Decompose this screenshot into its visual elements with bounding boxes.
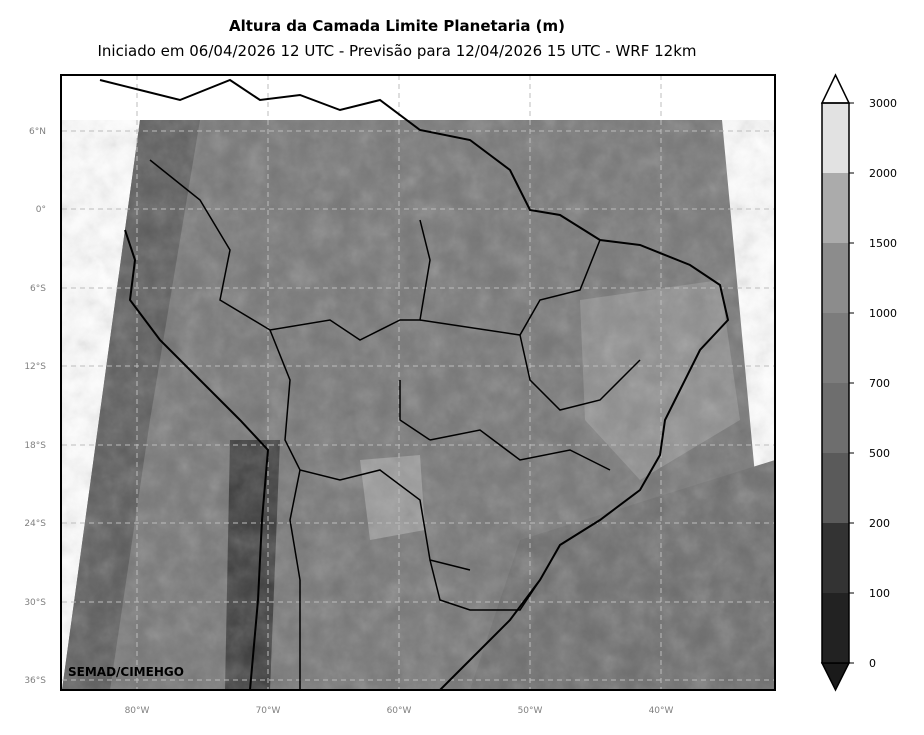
colorbar-tick-label: 2000 bbox=[869, 167, 897, 180]
colorbar-bin bbox=[822, 453, 849, 523]
colorbar-tick-label: 0 bbox=[869, 657, 876, 670]
lon-label: 70°W bbox=[256, 706, 281, 716]
lat-label: 12°S bbox=[24, 362, 46, 372]
colorbar-bin bbox=[822, 313, 849, 383]
colorbar-bin bbox=[822, 593, 849, 663]
credit-label: SEMAD/CIMEHGO bbox=[68, 665, 184, 679]
colorbar-tick-label: 1500 bbox=[869, 237, 897, 250]
lat-label: 30°S bbox=[24, 598, 46, 608]
colorbar-bin bbox=[822, 243, 849, 313]
colorbar-bin bbox=[822, 103, 849, 173]
colorbar-bin bbox=[822, 383, 849, 453]
colorbar-tick-label: 200 bbox=[869, 517, 890, 530]
colorbar-extend-min bbox=[820, 662, 851, 692]
lon-label: 80°W bbox=[125, 706, 150, 716]
lat-label: 24°S bbox=[24, 519, 46, 529]
lat-labels: 6°N 0° 6°S 12°S 18°S 24°S 30°S 36°S bbox=[24, 127, 46, 686]
map-title: Altura da Camada Limite Planetaria (m) bbox=[228, 17, 566, 35]
lon-label: 40°W bbox=[649, 706, 674, 716]
domain-texture bbox=[62, 120, 775, 690]
graticule bbox=[62, 75, 775, 690]
map-area bbox=[62, 75, 775, 690]
lon-label: 60°W bbox=[387, 706, 412, 716]
borders bbox=[149, 159, 641, 690]
lon-labels: 80°W 70°W 60°W 50°W 40°W bbox=[125, 706, 674, 716]
colorbar-tick-label: 700 bbox=[869, 377, 890, 390]
map-subtitle: Iniciado em 06/04/2026 12 UTC - Previsão… bbox=[97, 42, 697, 60]
lat-label: 0° bbox=[36, 205, 46, 215]
colorbar-tick-label: 100 bbox=[869, 587, 890, 600]
lat-label: 6°N bbox=[29, 127, 46, 137]
colorbar-tick-label: 500 bbox=[869, 447, 890, 460]
colorbar: 0 100 200 500 700 1000 1500 2000 3000 bbox=[820, 73, 897, 692]
lat-label: 36°S bbox=[24, 676, 46, 686]
coastlines bbox=[99, 78, 730, 690]
lon-label: 50°W bbox=[518, 706, 543, 716]
colorbar-bin bbox=[822, 173, 849, 243]
colorbar-bin bbox=[822, 523, 849, 593]
colorbar-tick-label: 1000 bbox=[869, 307, 897, 320]
lat-label: 6°S bbox=[30, 284, 46, 294]
lat-label: 18°S bbox=[24, 441, 46, 451]
map-frame bbox=[60, 74, 776, 691]
colorbar-extend-max bbox=[820, 73, 851, 104]
colorbar-tick-label: 3000 bbox=[869, 97, 897, 110]
